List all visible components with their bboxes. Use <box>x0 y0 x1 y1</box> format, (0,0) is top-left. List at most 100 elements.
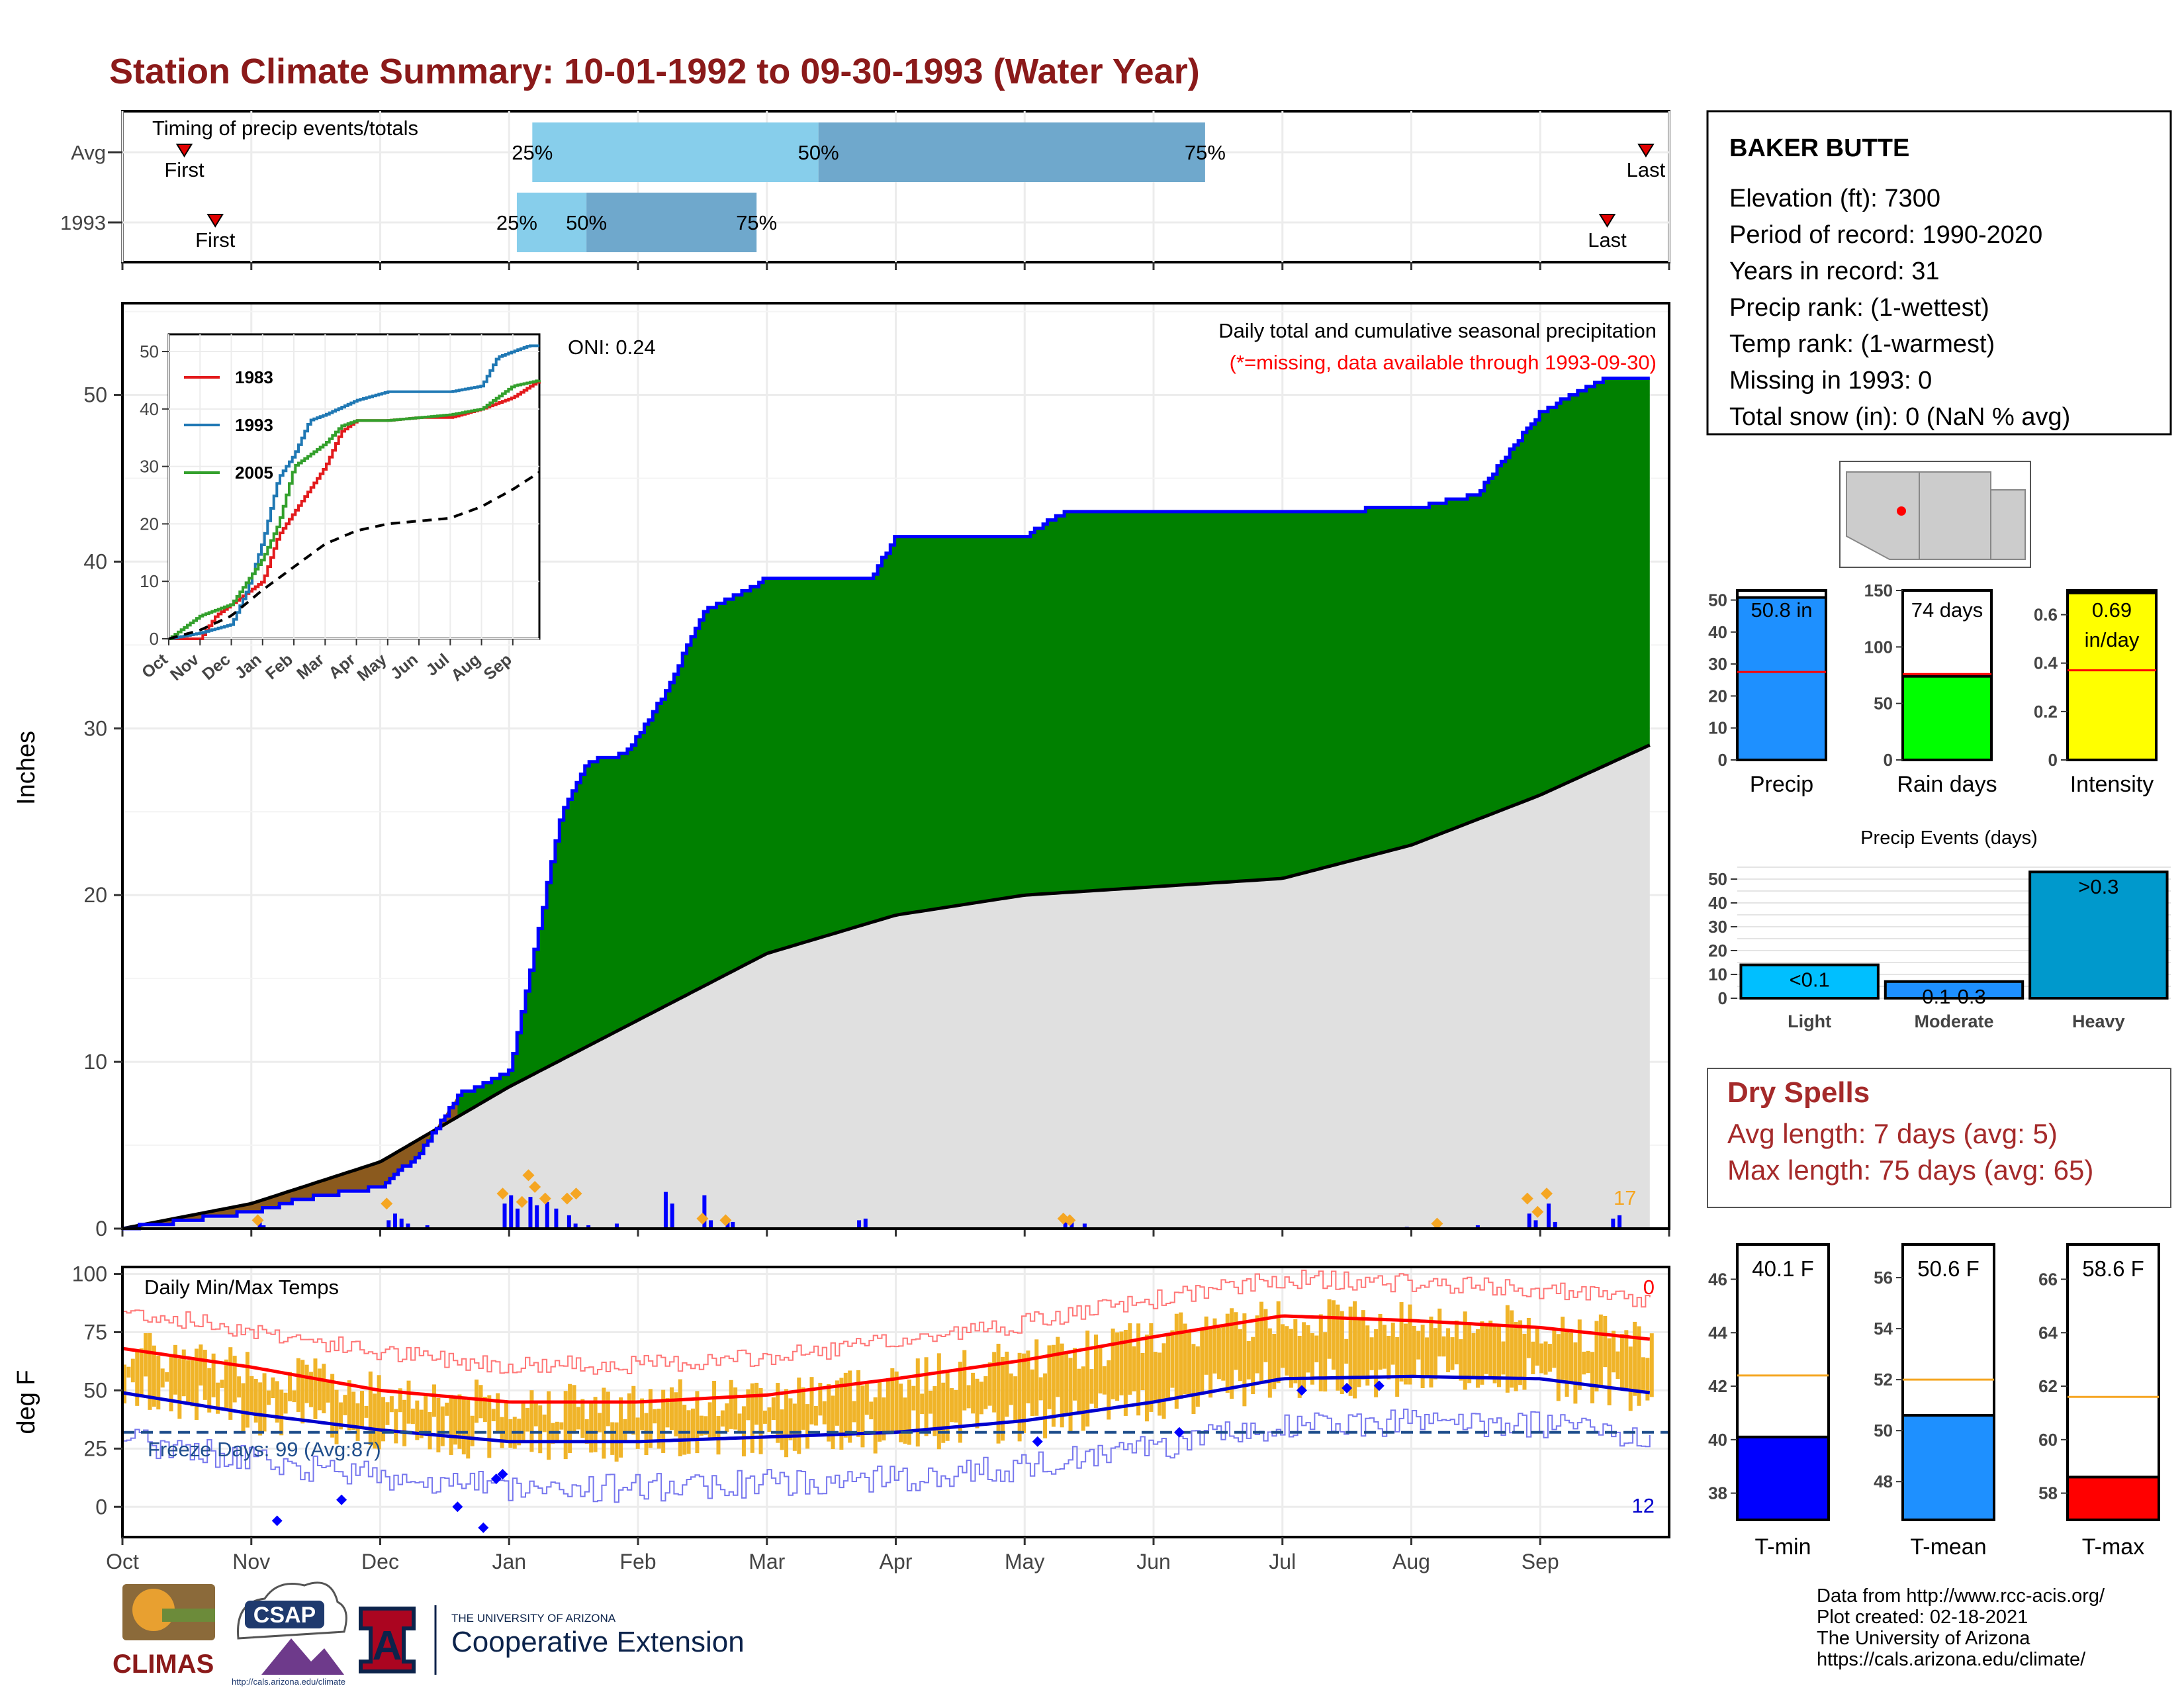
daily-temp-bar <box>224 1359 228 1411</box>
daily-temp-bar <box>873 1397 878 1454</box>
daily-temp-bar <box>653 1409 657 1424</box>
daily-temp-bar <box>915 1358 920 1447</box>
daily-temp-bar <box>1615 1351 1620 1380</box>
daily-temp-bar <box>822 1401 827 1425</box>
daily-temp-bar <box>186 1360 191 1403</box>
csap-logo: CSAP http://cals.arizona.edu/climate <box>232 1581 347 1687</box>
heavy-event-marker <box>1521 1192 1533 1205</box>
daily-temp-bar <box>181 1349 186 1397</box>
minibar-precip: 0 10 20 30 40 50 50.8 in Precip <box>1708 589 1827 797</box>
daily-temp-bar <box>1132 1346 1136 1391</box>
daily-temp-bar <box>597 1413 602 1432</box>
daily-temp-bar <box>1395 1336 1400 1397</box>
daily-temp-bar <box>1293 1319 1298 1383</box>
record-low-marker <box>497 1469 508 1480</box>
daily-temp-bar <box>610 1422 615 1455</box>
daily-temp-bar <box>1111 1329 1115 1399</box>
inset-legend-label: 1993 <box>235 415 273 435</box>
daily-temp-bar <box>300 1360 305 1424</box>
daily-temp-bar <box>1641 1357 1645 1393</box>
daily-temp-bar <box>1246 1340 1251 1380</box>
daily-precip-bar <box>257 1221 262 1229</box>
precip-ytick-label: 50 <box>83 383 107 407</box>
daily-temp-bar <box>373 1393 377 1449</box>
daily-temp-bar <box>1645 1358 1650 1401</box>
events-category-label: Light <box>1788 1011 1831 1031</box>
daily-precip-bar <box>1553 1221 1557 1229</box>
daily-temp-bar <box>1068 1358 1073 1432</box>
daily-precip-bar <box>399 1218 404 1229</box>
ua-shield <box>359 1607 416 1673</box>
daily-temp-bar <box>1297 1335 1302 1398</box>
month-tick-label: May <box>1005 1550 1044 1573</box>
daily-temp-bar <box>827 1383 831 1442</box>
daily-temp-bar <box>1183 1323 1187 1395</box>
tempbar-frame <box>2066 1243 2160 1521</box>
daily-temp-bar <box>424 1393 428 1433</box>
daily-temp-bar <box>907 1379 911 1445</box>
tempbar-ytick-label: 40 <box>1708 1430 1727 1450</box>
daily-temp-bar <box>1051 1344 1056 1427</box>
daily-temp-bar <box>712 1380 717 1438</box>
daily-temp-bar <box>1488 1320 1493 1378</box>
daily-temp-bar <box>173 1344 177 1395</box>
daily-temp-bar <box>359 1391 364 1427</box>
daily-precip-bar <box>528 1197 533 1229</box>
daily-temp-bar <box>1263 1309 1268 1362</box>
record-max-line <box>122 1270 1651 1375</box>
daily-temp-bar <box>1374 1329 1379 1397</box>
daily-temp-bar <box>1251 1336 1255 1394</box>
daily-temp-bar <box>835 1380 839 1426</box>
daily-temp-bar <box>1480 1321 1484 1385</box>
daily-temp-bar <box>1212 1318 1217 1374</box>
daily-temp-bar <box>635 1417 640 1449</box>
daily-temp-bar <box>856 1370 861 1437</box>
daily-temp-bar <box>831 1395 835 1450</box>
daily-temp-bar <box>1340 1311 1344 1395</box>
daily-temp-bar <box>1017 1352 1022 1442</box>
daily-temp-bar <box>1302 1322 1306 1391</box>
daily-temp-bar <box>1056 1336 1060 1397</box>
dry-spells-title: Dry Spells <box>1727 1076 1870 1109</box>
quartile-bar-light <box>516 193 587 252</box>
daily-temp-bar <box>572 1385 576 1434</box>
daily-precip-bar <box>515 1208 520 1229</box>
tempbar-ytick-label: 44 <box>1708 1323 1727 1342</box>
climatology-line <box>122 743 1651 1231</box>
daily-temp-bar <box>415 1400 420 1440</box>
daily-temp-bar <box>1119 1331 1124 1395</box>
ua-letter: A <box>373 1623 402 1669</box>
daily-precip-bar <box>1527 1213 1531 1229</box>
inset-ytick-label: 40 <box>140 399 159 419</box>
daily-temp-bar <box>457 1394 462 1449</box>
daily-temp-bar <box>699 1415 704 1436</box>
ua-small-text: THE UNIVERSITY OF ARIZONA <box>451 1612 616 1624</box>
daily-temp-bar <box>1514 1322 1518 1391</box>
heavy-event-marker <box>1431 1217 1443 1230</box>
daily-temp-bar <box>1637 1326 1641 1406</box>
inset-bg <box>167 333 541 640</box>
daily-precip-bar <box>261 1225 266 1229</box>
minibar-axis-label: Precip <box>1750 772 1813 797</box>
precip-panel-frame <box>121 302 1670 1230</box>
daily-temp-bar <box>232 1356 237 1403</box>
daily-temp-bar <box>559 1422 564 1430</box>
daily-temp-bar <box>394 1409 398 1444</box>
climatology-area <box>122 745 1650 1229</box>
daily-temp-bar <box>491 1409 496 1421</box>
daily-temp-bar <box>165 1372 169 1382</box>
daily-temp-bar <box>547 1391 551 1460</box>
month-tick-label: Oct <box>106 1550 139 1573</box>
daily-temp-bar <box>542 1414 547 1432</box>
daily-temp-bar <box>538 1405 543 1454</box>
daily-temp-bar <box>1314 1335 1319 1362</box>
daily-temp-bar <box>338 1402 343 1430</box>
daily-temp-bar <box>1289 1329 1293 1388</box>
daily-temp-bar <box>262 1373 267 1432</box>
freeze-days-label: Freeze Days: 99 (Avg:87) <box>148 1438 381 1461</box>
daily-temp-bar <box>1624 1330 1629 1389</box>
daily-precip-bar <box>545 1201 549 1229</box>
daily-temp-bar <box>754 1382 759 1425</box>
events-category-label: Moderate <box>1914 1011 1993 1031</box>
daily-temp-bar <box>911 1385 916 1411</box>
